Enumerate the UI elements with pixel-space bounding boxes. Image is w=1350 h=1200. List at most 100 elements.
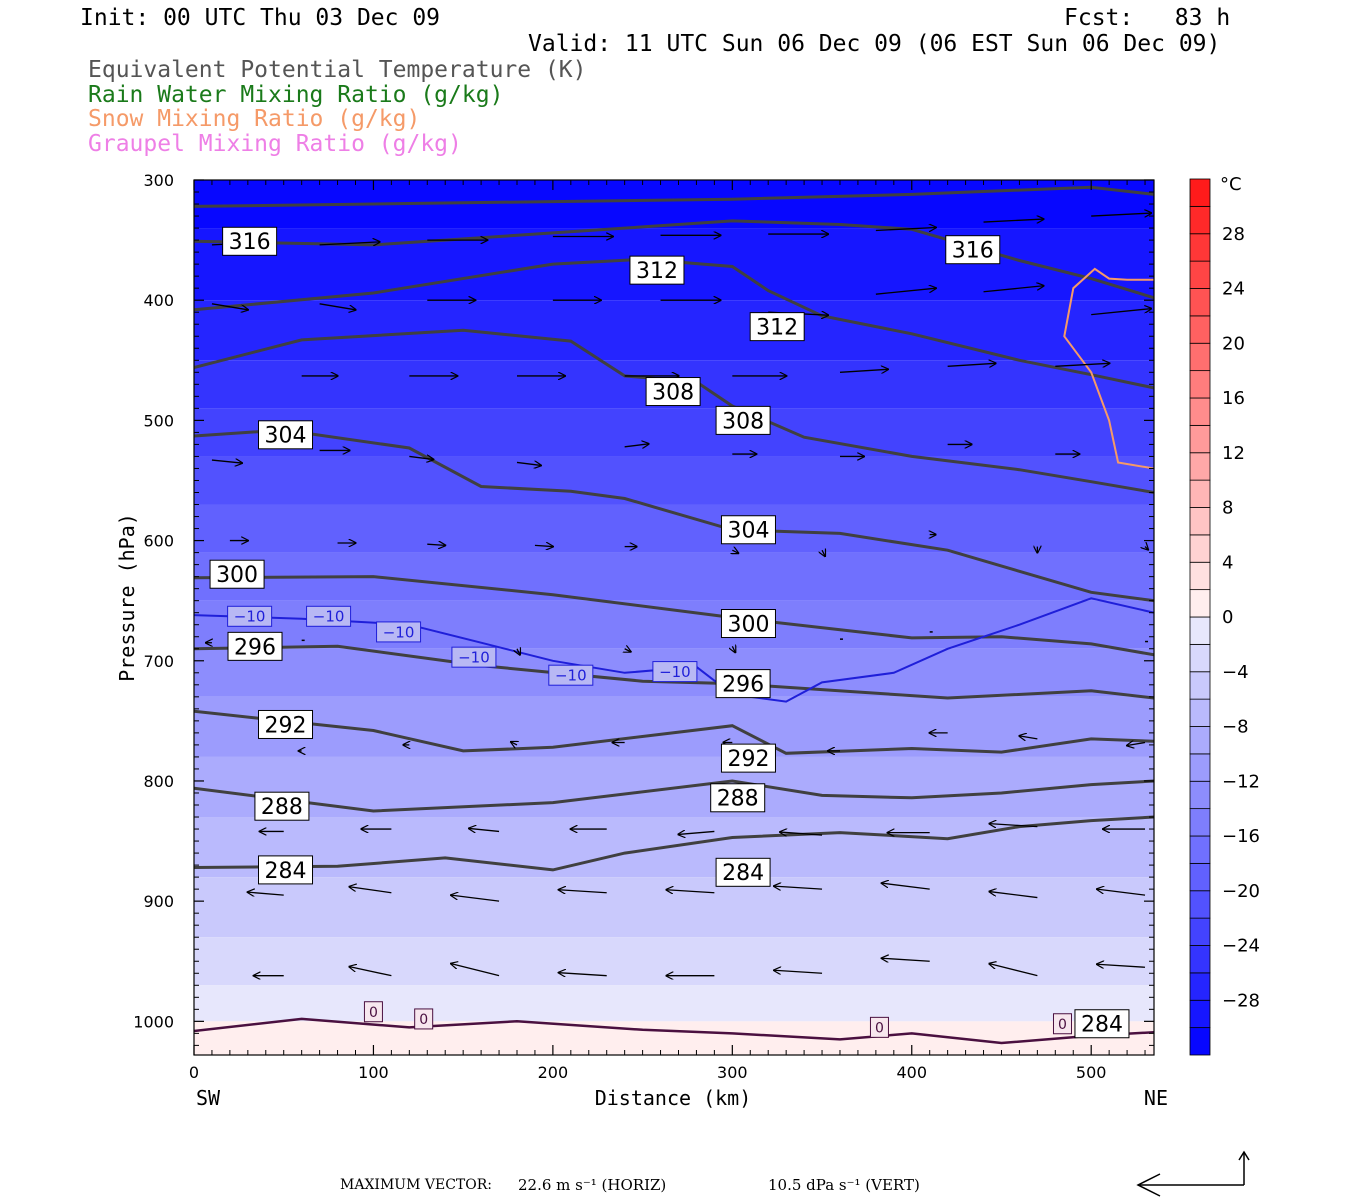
colorbar-tick-label: 28 [1222,224,1245,245]
colorbar: 28 24 20 16 12 8 4 0 −4 −8 −12 −16 −20 −24 −28 °C [1189,174,1260,1056]
zero-isotherm-label-text: 0 [369,1005,378,1021]
theta-e-label: 284 [258,855,314,885]
temperature-band [194,877,1154,938]
x-tick-label: 300 [717,1063,748,1082]
zero-isotherm-label-text: 0 [1058,1017,1067,1033]
temperature-band [194,456,1154,505]
colorbar-swatch [1189,178,1211,207]
colorbar-swatch [1189,452,1211,481]
axes: 300 400 500 600 700 800 900 1000 0 100 200 300 400 50… [115,171,1168,1110]
isotherm-label-text: −10 [313,608,345,626]
wind-vector [451,895,500,902]
isotherm-label: −10 [306,605,352,627]
max-vector-vert: 10.5 dPa s⁻¹ (VERT) [768,1176,920,1194]
x-tick-label: 500 [1076,1063,1107,1082]
theta-e-label: 288 [254,791,310,821]
theta-e-label-text: 316 [952,239,994,264]
wind-vector [534,545,553,546]
theta-e-contour-312 [194,257,1154,390]
theta-e-label-text: 288 [717,787,759,812]
isotherm-label-text: −10 [555,667,587,685]
colorbar-swatch [1189,999,1211,1029]
isotherm-label-box [652,661,698,683]
colorbar-swatch [1189,945,1211,974]
isotherm-label-text: −10 [659,663,691,681]
colorbar-unit: °C [1220,174,1242,195]
wind-vector [774,886,823,889]
y-tick-label: 700 [143,652,174,671]
colorbar-swatch [1189,260,1211,289]
theta-e-label: 292 [720,743,776,773]
theta-e-label-text: 312 [636,259,678,284]
wind-vector [983,219,1044,222]
forecast-hour: Fcst: 83 h [1064,5,1231,31]
max-vert-arrowhead [1238,1150,1250,1161]
colorbar-tick-label: 0 [1222,607,1233,628]
zero-isotherm-label: 0 [414,1008,434,1030]
theta-e-label-box [710,783,766,813]
wind-vector [875,227,936,230]
zero-isotherm-label-text: 0 [875,1020,884,1036]
max-vector-icon [1136,1150,1250,1197]
zero-isotherm-label-box [414,1008,434,1030]
y-tick-label: 300 [143,171,174,190]
colorbar-swatch [1189,698,1211,727]
plot-frame [193,179,1155,1056]
theta-e-label-text: 316 [229,230,271,255]
theta-e-label-text: 308 [652,380,694,405]
x-axis-title: Distance (km) [595,1086,752,1110]
theta-e-label-text: 308 [722,409,764,434]
temperature-band [194,1021,1154,1055]
colorbar-swatch [1189,616,1211,645]
colorbar-tick-label: 24 [1222,279,1245,300]
colorbar-tick-label: −8 [1222,717,1249,738]
colorbar-swatch [1189,726,1211,755]
wind-vector [732,646,735,652]
wind-vector [516,462,541,465]
isotherm-label-box [451,646,497,668]
isotherm-label-box [376,621,422,643]
wind-vector [947,363,996,366]
wind-vector [989,824,1038,827]
theta-e-label-text: 284 [722,861,764,886]
zero-isotherm-label-text: 0 [419,1012,428,1028]
wind-vector [211,303,248,310]
y-tick-label: 900 [143,892,174,911]
theta-e-label-box [645,377,701,407]
isotherm-label-text: −10 [383,623,415,641]
theta-e-label: 316 [945,235,1001,265]
y-axis-title: Pressure (hPa) [115,513,139,682]
sw-label: SW [196,1086,221,1110]
wind-vector [732,550,738,553]
colorbar-tick-label: −12 [1222,771,1260,792]
colorbar-tick-label: 12 [1222,443,1245,464]
theta-e-label-text: 284 [265,859,307,884]
theta-e-label-text: 292 [727,747,769,772]
theta-e-contour-308 [194,328,1154,494]
wind-vector [839,369,888,372]
max-vector-label: MAXIMUM VECTOR: [340,1177,492,1193]
wind-vector [1019,736,1038,739]
ne-label: NE [1144,1086,1168,1110]
wind-vector [559,890,607,893]
y-tick-label: 1000 [133,1012,174,1031]
y-tick-label: 400 [143,291,174,310]
colorbar-tick-label: −28 [1222,990,1260,1011]
colorbar-swatch [1189,1027,1211,1056]
theta-e-contour-292 [194,709,1154,755]
wind-vector [1055,363,1109,366]
snow-mixing-contour [1063,267,1154,470]
contour-labels: 316 316 312 312 308 308 304 304 300 300 296 296 292 2… [209,226,1130,1039]
y-tick-label: 600 [143,532,174,551]
wind-vector [451,964,500,977]
colorbar-swatch [1189,780,1211,810]
colorbar-swatch [1189,315,1211,344]
init-time: Init: 00 UTC Thu 03 Dec 09 [80,5,441,31]
colorbar-swatch [1189,342,1211,372]
temperature-band [194,408,1154,457]
colorbar-tick-label: 20 [1222,333,1245,354]
colorbar-swatch [1189,808,1211,837]
theta-e-label-box [1074,1009,1130,1039]
wind-vector [409,456,433,459]
y-tick-label: 500 [143,411,174,430]
